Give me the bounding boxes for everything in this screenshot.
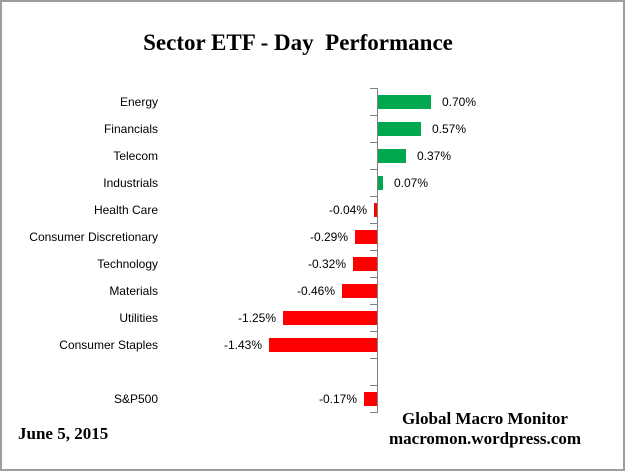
category-label: Materials xyxy=(109,283,158,298)
category-label: Consumer Discretionary xyxy=(29,229,158,244)
axis-tick xyxy=(370,196,377,197)
value-label: 0.57% xyxy=(432,121,467,136)
value-label: -0.17% xyxy=(318,391,357,406)
value-axis xyxy=(377,88,378,413)
value-label: -0.04% xyxy=(328,202,367,217)
axis-tick xyxy=(370,169,377,170)
date-label: June 5, 2015 xyxy=(18,424,109,443)
category-label: Technology xyxy=(97,256,158,271)
category-label: Industrials xyxy=(103,175,158,190)
value-label: 0.70% xyxy=(442,94,477,109)
value-label: -0.46% xyxy=(296,283,335,298)
category-label: S&P500 xyxy=(113,391,158,406)
axis-tick xyxy=(370,277,377,278)
category-label: Utilities xyxy=(119,310,158,325)
axis-tick xyxy=(370,331,377,332)
axis-tick xyxy=(370,142,377,143)
category-label: Health Care xyxy=(93,202,158,217)
bar xyxy=(353,256,377,271)
category-label: Energy xyxy=(119,94,158,109)
credit-block: Global Macro Monitor macromon.wordpress.… xyxy=(365,409,605,449)
bar xyxy=(342,283,377,298)
axis-tick xyxy=(370,250,377,251)
axis-tick xyxy=(370,223,377,224)
bar xyxy=(374,202,377,217)
value-label: -1.25% xyxy=(237,310,276,325)
axis-tick xyxy=(370,412,377,413)
axis-tick xyxy=(370,385,377,386)
axis-tick xyxy=(370,358,377,359)
bar xyxy=(378,148,406,163)
axis-tick xyxy=(370,115,377,116)
value-label: -0.32% xyxy=(307,256,346,271)
bar xyxy=(283,310,377,325)
axis-tick xyxy=(370,88,377,89)
credit-line-2: macromon.wordpress.com xyxy=(388,429,581,448)
chart-title: Sector ETF - Day Performance xyxy=(143,30,453,55)
value-label: -1.43% xyxy=(223,337,262,352)
axis-tick xyxy=(370,304,377,305)
bar xyxy=(269,337,377,352)
category-label: Consumer Staples xyxy=(59,337,158,352)
category-label: Financials xyxy=(103,121,158,136)
value-label: 0.37% xyxy=(417,148,452,163)
bar xyxy=(378,94,431,109)
credit-line-1: Global Macro Monitor xyxy=(402,409,568,428)
bar xyxy=(378,121,421,136)
category-label: Telecom xyxy=(113,148,158,163)
bar xyxy=(355,229,377,244)
bar xyxy=(364,391,377,406)
value-label: 0.07% xyxy=(394,175,429,190)
bar xyxy=(378,175,383,190)
value-label: -0.29% xyxy=(309,229,348,244)
